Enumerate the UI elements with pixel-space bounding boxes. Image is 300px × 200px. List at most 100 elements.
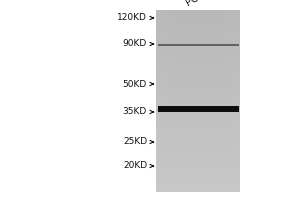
Bar [156,101,240,103]
Bar [156,48,240,51]
Bar [156,19,240,21]
Bar [156,57,240,60]
Bar [156,137,240,140]
Bar [156,60,240,62]
Bar [156,155,240,158]
Bar [156,130,240,133]
Bar [211,10,213,192]
Bar [156,55,240,58]
Bar [156,10,240,12]
Bar [156,167,240,169]
Bar [156,112,240,115]
Bar [156,39,240,42]
Bar [167,10,169,192]
Bar [156,64,240,67]
Text: 50KD: 50KD [123,80,147,88]
Bar [156,128,240,131]
Text: 35KD: 35KD [123,108,147,116]
Text: 25KD: 25KD [123,138,147,146]
Text: 90KD: 90KD [123,40,147,48]
Bar [156,12,240,15]
Bar [156,78,240,81]
Bar [156,189,240,192]
Bar [156,132,240,135]
Bar [158,10,160,192]
Bar [156,71,240,74]
Bar [156,169,240,172]
Bar [156,148,240,151]
Bar [156,28,240,30]
Bar [156,185,240,187]
Text: PC3: PC3 [184,0,206,8]
Bar [156,123,240,126]
Bar [156,180,240,183]
Bar [225,10,227,192]
Bar [171,10,173,192]
Bar [156,41,240,44]
Bar [238,10,240,192]
Bar [219,10,221,192]
Text: 20KD: 20KD [123,162,147,170]
Bar [156,14,240,17]
Bar [156,53,240,56]
Bar [156,144,240,146]
Bar [156,164,240,167]
Bar [156,46,240,49]
Bar [156,151,240,153]
Bar [234,10,236,192]
Bar [156,117,240,119]
Bar [169,10,171,192]
Bar [156,73,240,76]
Bar [156,173,240,176]
Bar [156,96,240,99]
Bar [156,69,240,71]
Bar [198,10,200,192]
Bar [156,30,240,33]
Bar [236,10,238,192]
Bar [156,121,240,124]
Bar [156,171,240,174]
Bar [208,10,211,192]
Bar [181,10,183,192]
Bar [179,10,181,192]
Bar [156,126,240,128]
Bar [156,37,240,40]
Bar [156,119,240,121]
Bar [156,80,240,83]
Bar [156,103,240,106]
Bar [156,62,240,65]
Bar [156,153,240,156]
Bar [202,10,204,192]
Bar [156,23,240,26]
Bar [175,10,177,192]
Bar [156,160,240,162]
Bar [213,10,215,192]
Bar [156,178,240,181]
Bar [192,10,194,192]
Bar [156,82,240,85]
Bar [206,10,208,192]
Bar [177,10,179,192]
Bar [156,51,240,53]
Bar [188,10,190,192]
Bar [227,10,230,192]
Bar [156,105,240,108]
Bar [158,44,238,46]
Bar [156,182,240,185]
Bar [156,10,158,192]
Bar [156,44,240,46]
Bar [217,10,219,192]
Bar [156,89,240,92]
Bar [156,107,240,110]
Bar [164,10,166,192]
Bar [156,87,240,90]
Bar [156,76,240,78]
Bar [156,94,240,96]
Bar [230,10,232,192]
Bar [200,10,202,192]
Bar [156,176,240,178]
Bar [156,110,240,112]
Bar [162,10,164,192]
Bar [156,32,240,35]
Bar [156,162,240,165]
